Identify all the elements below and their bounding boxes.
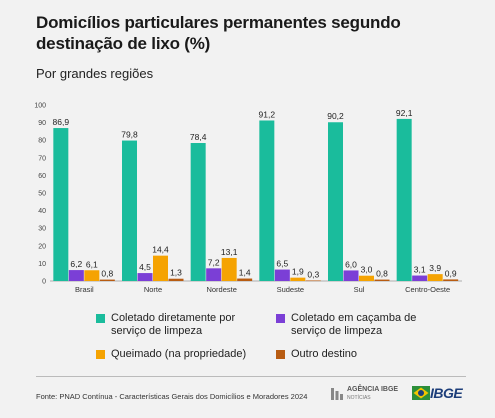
y-tick-label: 90 xyxy=(38,120,46,127)
agencia-ibge-logo: AGÊNCIA IBGE NOTÍCIAS xyxy=(330,386,398,402)
data-label: 91,2 xyxy=(259,109,276,119)
legend-swatch xyxy=(276,314,285,323)
ibge-flag-icon xyxy=(412,386,430,400)
data-label: 13,1 xyxy=(221,247,238,257)
bar xyxy=(343,270,359,281)
bar xyxy=(137,273,153,281)
data-label: 6,5 xyxy=(276,259,288,269)
legend-item: Queimado (na propriedade) xyxy=(96,348,266,361)
bar xyxy=(84,270,100,281)
bar xyxy=(99,279,115,281)
bar xyxy=(237,278,253,281)
legend-label: Coletado diretamente por serviço de limp… xyxy=(111,312,236,337)
data-label: 7,2 xyxy=(208,257,220,267)
x-tick-label: Nordeste xyxy=(206,285,236,294)
x-tick-label: Norte xyxy=(144,285,162,294)
bar xyxy=(412,275,428,281)
legend-swatch xyxy=(96,350,105,359)
bar xyxy=(122,140,137,281)
bar xyxy=(359,275,374,281)
source-note: Fonte: PNAD Contínua - Características G… xyxy=(36,392,308,401)
bar xyxy=(274,269,290,281)
legend-swatch xyxy=(276,350,285,359)
y-tick-label: 100 xyxy=(34,103,46,110)
legend-item: Coletado diretamente por serviço de limp… xyxy=(96,312,266,338)
legend-label: Outro destino xyxy=(291,348,358,360)
x-tick-label: Sul xyxy=(354,285,365,294)
y-tick-label: 60 xyxy=(38,173,46,180)
y-tick-label: 0 xyxy=(42,279,46,286)
data-label: 0,8 xyxy=(376,269,388,279)
bar xyxy=(190,143,206,281)
bar xyxy=(221,257,237,281)
ibge-logo-text: IBGE xyxy=(430,385,463,401)
bar xyxy=(206,268,222,281)
data-label: 4,5 xyxy=(139,262,151,272)
data-label: 92,1 xyxy=(396,108,413,118)
data-label: 6,0 xyxy=(345,259,357,269)
legend-item: Coletado em caçamba de serviço de limpez… xyxy=(276,312,446,338)
x-tick-label: Centro-Oeste xyxy=(405,285,450,294)
y-tick-label: 80 xyxy=(38,138,46,145)
data-label: 1,4 xyxy=(239,268,251,278)
y-tick-label: 70 xyxy=(38,155,46,162)
agencia-logo-subtext: NOTÍCIAS xyxy=(347,395,371,401)
data-label: 14,4 xyxy=(152,245,169,255)
bar xyxy=(328,122,343,281)
x-tick-label: Sudeste xyxy=(277,285,305,294)
y-tick-label: 20 xyxy=(38,243,46,250)
data-label: 79,8 xyxy=(121,130,138,140)
y-tick-label: 10 xyxy=(38,261,46,268)
legend-label: Queimado (na propriedade) xyxy=(111,348,247,360)
ibge-logo: IBGE xyxy=(412,385,463,401)
bar xyxy=(427,274,443,281)
bar xyxy=(68,270,84,281)
data-label: 90,2 xyxy=(327,111,344,121)
data-label: 1,9 xyxy=(292,267,304,277)
bar xyxy=(53,128,69,281)
footer-divider xyxy=(36,376,466,377)
bar xyxy=(259,120,275,281)
data-label: 6,2 xyxy=(70,259,82,269)
chart-subtitle: Por grandes regiões xyxy=(36,66,154,81)
agencia-logo-icon xyxy=(331,388,343,400)
y-tick-label: 50 xyxy=(38,191,46,198)
bar xyxy=(396,118,412,282)
bar xyxy=(374,279,390,281)
bar xyxy=(168,278,184,281)
legend-item: Outro destino xyxy=(276,348,446,361)
data-label: 1,3 xyxy=(170,268,182,278)
data-label: 3,1 xyxy=(414,265,426,275)
agencia-logo-text: AGÊNCIA IBGE xyxy=(347,386,399,393)
data-label: 3,9 xyxy=(429,263,441,273)
bar xyxy=(290,277,306,281)
chart-title: Domicílios particulares permanentes segu… xyxy=(36,13,401,53)
y-tick-label: 30 xyxy=(38,226,46,233)
data-label: 3,0 xyxy=(361,265,373,275)
data-label: 78,4 xyxy=(190,132,207,142)
y-tick-label: 40 xyxy=(38,208,46,215)
data-label: 0,3 xyxy=(307,269,319,279)
bar xyxy=(153,255,168,281)
bar xyxy=(443,279,459,281)
data-label: 0,9 xyxy=(445,268,457,278)
data-label: 86,9 xyxy=(53,117,70,127)
data-label: 0,8 xyxy=(101,269,113,279)
x-tick-label: Brasil xyxy=(75,285,94,294)
legend-label: Coletado em caçamba de serviço de limpez… xyxy=(291,312,417,337)
data-label: 6,1 xyxy=(86,259,98,269)
legend-swatch xyxy=(96,314,105,323)
bar xyxy=(305,280,321,282)
